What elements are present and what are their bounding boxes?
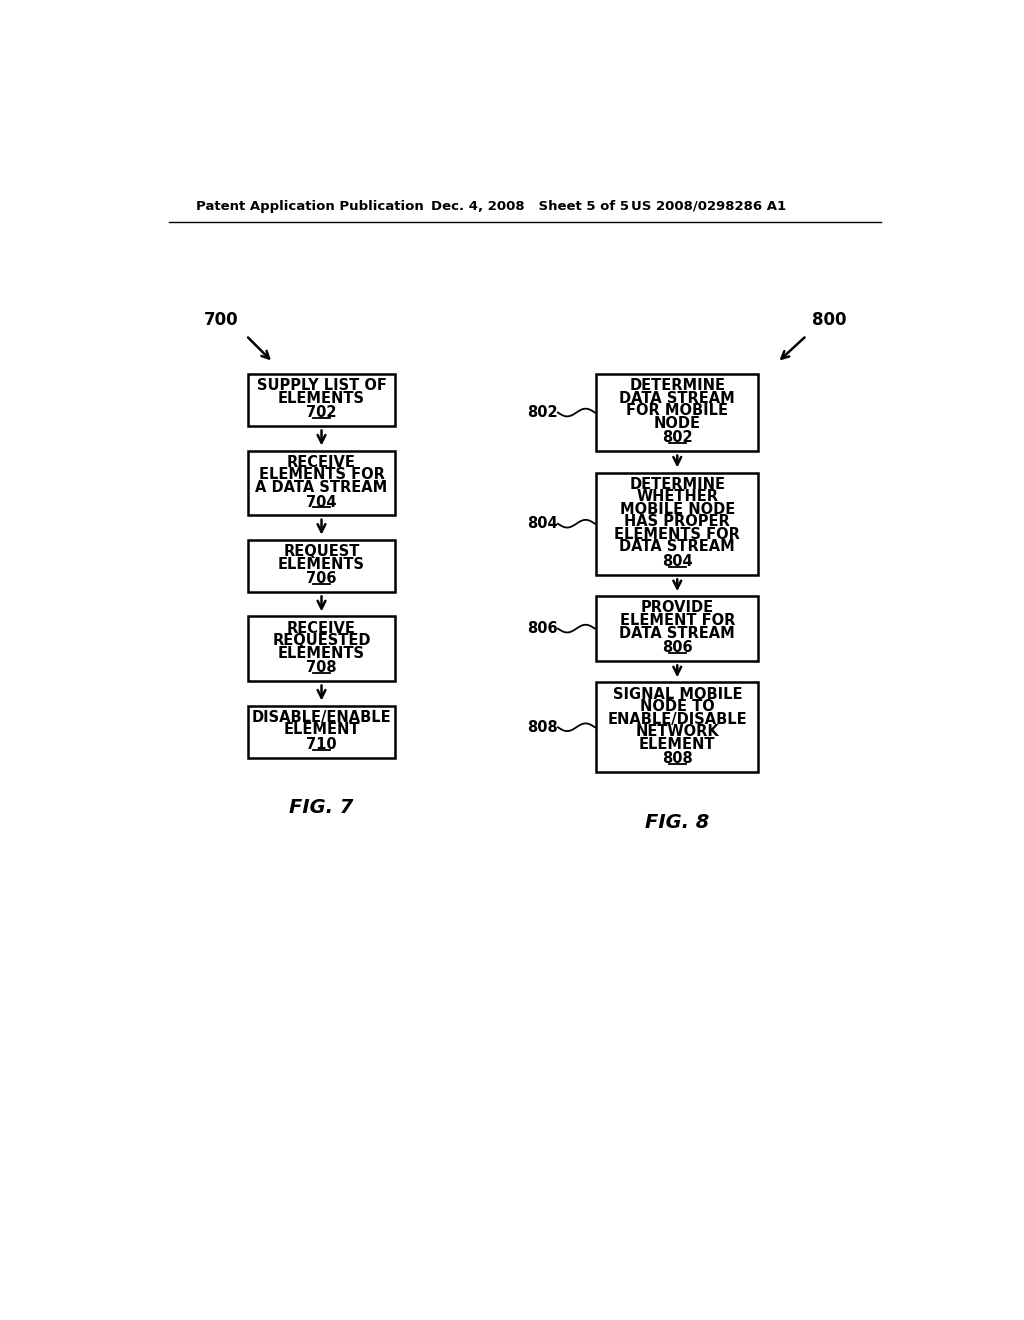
Text: FIG. 7: FIG. 7 [290, 799, 353, 817]
Text: 804: 804 [662, 554, 692, 569]
Text: ELEMENTS: ELEMENTS [279, 645, 365, 661]
Text: FOR MOBILE: FOR MOBILE [627, 403, 728, 418]
Text: PROVIDE: PROVIDE [641, 601, 714, 615]
Text: 710: 710 [306, 737, 337, 752]
Text: ELEMENTS: ELEMENTS [279, 557, 365, 572]
Text: 800: 800 [812, 312, 847, 329]
Text: RECEIVE: RECEIVE [287, 620, 356, 636]
Text: 806: 806 [527, 622, 558, 636]
Text: DATA STREAM: DATA STREAM [620, 391, 735, 405]
Text: MOBILE NODE: MOBILE NODE [620, 502, 735, 517]
Bar [596, 682, 758, 772]
Text: DETERMINE: DETERMINE [630, 477, 725, 492]
Bar [596, 597, 758, 661]
Text: ELEMENTS FOR: ELEMENTS FOR [614, 527, 740, 543]
Text: ELEMENTS: ELEMENTS [279, 391, 365, 405]
Text: 708: 708 [306, 660, 337, 676]
Text: ELEMENTS FOR: ELEMENTS FOR [259, 467, 384, 482]
Text: A DATA STREAM: A DATA STREAM [255, 480, 388, 495]
Text: NODE: NODE [653, 416, 700, 430]
Text: REQUEST: REQUEST [284, 544, 359, 558]
Bar [596, 473, 758, 574]
Text: 806: 806 [662, 640, 692, 655]
Text: ELEMENT: ELEMENT [284, 722, 359, 738]
Text: REQUESTED: REQUESTED [272, 634, 371, 648]
Text: DISABLE/ENABLE: DISABLE/ENABLE [252, 710, 391, 725]
Text: SUPPLY LIST OF: SUPPLY LIST OF [257, 378, 386, 393]
Text: ELEMENT FOR: ELEMENT FOR [620, 612, 735, 628]
Text: DATA STREAM: DATA STREAM [620, 540, 735, 554]
Bar [249, 374, 394, 426]
Text: SIGNAL MOBILE: SIGNAL MOBILE [612, 686, 742, 702]
Text: NETWORK: NETWORK [635, 725, 719, 739]
Bar [249, 616, 394, 681]
Bar [249, 706, 394, 758]
Text: 802: 802 [662, 430, 692, 445]
Bar [249, 450, 394, 515]
Text: HAS PROPER: HAS PROPER [625, 515, 730, 529]
Text: ENABLE/DISABLE: ENABLE/DISABLE [607, 711, 748, 727]
Text: 704: 704 [306, 495, 337, 510]
Text: ELEMENT: ELEMENT [639, 737, 716, 751]
Text: RECEIVE: RECEIVE [287, 455, 356, 470]
Text: 702: 702 [306, 405, 337, 420]
Text: 802: 802 [527, 405, 558, 420]
Text: NODE TO: NODE TO [640, 700, 715, 714]
Text: 808: 808 [662, 751, 692, 767]
Text: US 2008/0298286 A1: US 2008/0298286 A1 [631, 199, 786, 213]
Text: DETERMINE: DETERMINE [630, 378, 725, 393]
Text: 706: 706 [306, 572, 337, 586]
Text: 700: 700 [204, 312, 239, 329]
Text: 804: 804 [527, 516, 558, 531]
Text: FIG. 8: FIG. 8 [645, 813, 710, 832]
Text: DATA STREAM: DATA STREAM [620, 626, 735, 640]
Text: Patent Application Publication: Patent Application Publication [196, 199, 424, 213]
Text: 808: 808 [527, 719, 558, 735]
Bar [596, 374, 758, 451]
Bar [249, 540, 394, 591]
Text: Dec. 4, 2008   Sheet 5 of 5: Dec. 4, 2008 Sheet 5 of 5 [431, 199, 629, 213]
Text: WHETHER: WHETHER [636, 490, 718, 504]
